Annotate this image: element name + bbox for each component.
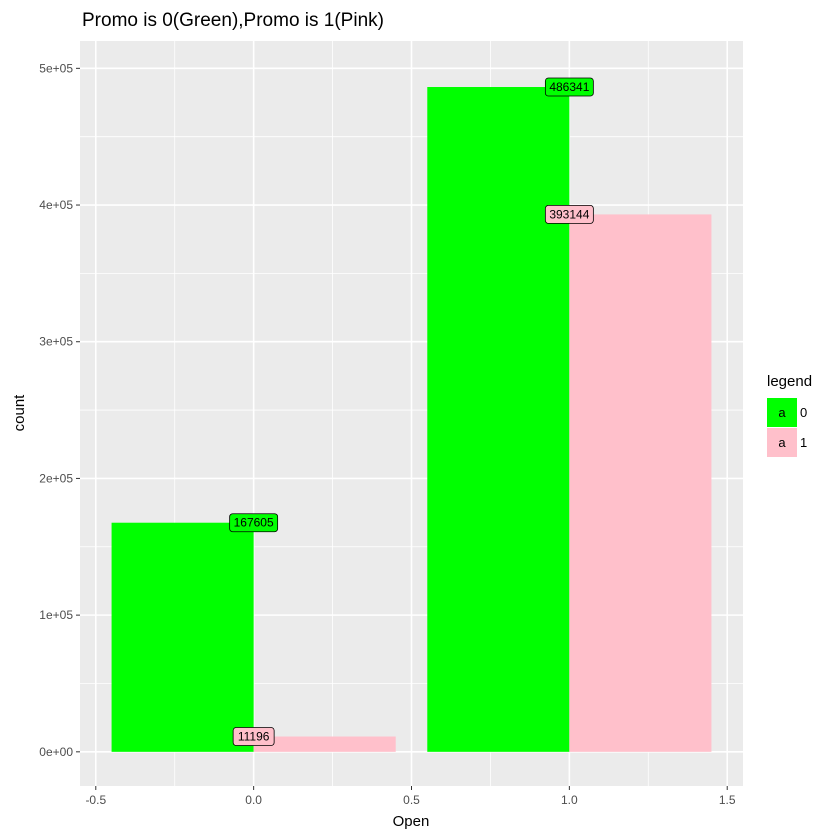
bar [111,522,254,752]
x-tick-label: -0.5 [85,793,106,807]
y-tick-label: 2e+05 [39,471,73,485]
data-label-text: 167605 [234,516,274,530]
legend-label: 0 [800,405,807,420]
y-tick-label: 3e+05 [39,335,73,349]
y-tick-label: 5e+05 [39,61,73,75]
data-label: 486341 [544,77,594,97]
x-axis-title: Open [393,813,430,830]
data-label: 393144 [544,205,594,224]
x-tick-label: 1.5 [719,793,736,807]
legend-key [767,428,797,457]
data-label-box [229,513,279,533]
bar [253,736,396,752]
data-label: 167605 [229,513,279,533]
y-axis: 0e+00 1e+05 2e+05 3e+05 4e+05 5e+05 [39,61,80,759]
data-label-text: 486341 [549,80,589,94]
legend-title: legend [767,373,812,390]
y-tick-label: 1e+05 [39,608,73,622]
data-label-box [232,727,275,746]
legend-key-glyph: a [778,405,786,420]
y-tick-label: 4e+05 [39,198,73,212]
data-label-text: 393144 [549,207,589,221]
chart-title: Promo is 0(Green),Promo is 1(Pink) [82,10,384,31]
bar [569,214,712,752]
bar [427,87,570,752]
data-label-text: 11196 [238,730,270,744]
x-tick-label: 0.0 [245,793,262,807]
x-axis: -0.5 0.0 0.5 1.0 1.5 [85,786,736,807]
legend-key-glyph: a [778,435,786,450]
data-labels: 167605 486341 11196 393144 [229,77,594,746]
legend: legend a 0a 1 [767,373,812,457]
x-tick-label: 0.5 [403,793,420,807]
data-label-box [544,205,594,224]
bars [111,87,712,752]
y-axis-title: count [11,394,28,432]
legend-label: 1 [800,435,807,450]
data-label-box [544,77,594,97]
legend-key [767,398,797,427]
x-tick-label: 1.0 [561,793,578,807]
data-label: 11196 [232,727,275,746]
y-tick-label: 0e+00 [39,745,73,759]
